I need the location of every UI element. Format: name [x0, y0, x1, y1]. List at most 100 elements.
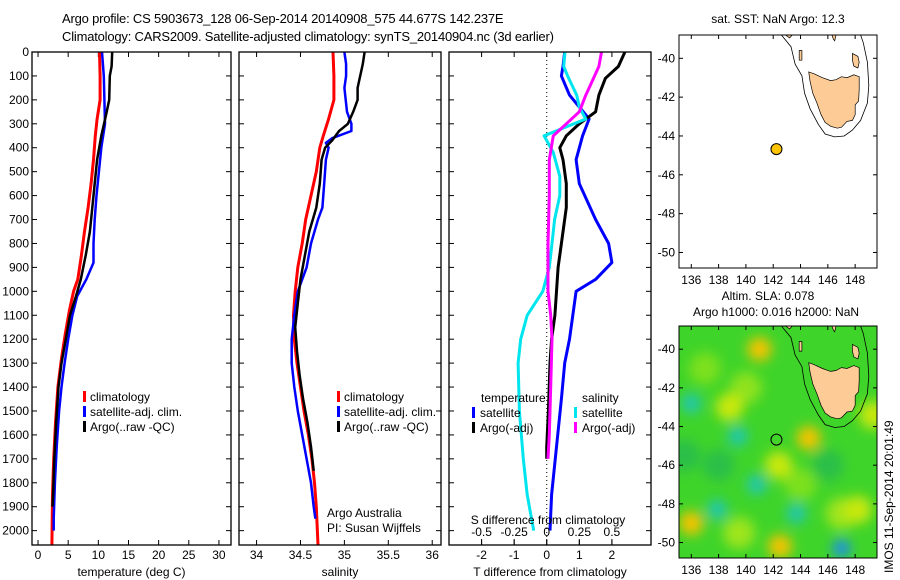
temperature-ytick-label: 1800 [2, 476, 29, 490]
temperature-series-2 [51, 52, 114, 507]
sst_map-ytick-label: -48 [658, 207, 676, 221]
salinity-series-2 [293, 52, 366, 471]
sst_map-ytick-label: -40 [658, 51, 676, 65]
temperature-ytick-label: 1500 [2, 404, 29, 418]
sla-map-anomaly-blob [786, 503, 807, 524]
difference-legend-label: satellite [480, 406, 521, 420]
temperature-ytick-label: 300 [9, 117, 29, 131]
sla_map-xtick-label: 140 [736, 563, 756, 577]
sla_map-ytick-label: -50 [658, 536, 676, 550]
sst-map-shelf-contour [770, 35, 870, 138]
temperature-ytick-label: 1600 [2, 428, 29, 442]
salinity-xlabel: salinity [322, 565, 359, 579]
imos-timestamp: IMOS 11-Sep-2014 20:01:49 [882, 420, 896, 573]
sst-map-land-mainland-fragment [784, 35, 793, 39]
difference-legend-temperature-heading: temperature [481, 391, 546, 405]
temperature-ytick-label: 700 [9, 213, 29, 227]
difference-x2tick-label: 0.25 [568, 525, 592, 539]
sst_map-ytick-label: -42 [658, 90, 676, 104]
difference-frame [448, 51, 652, 546]
temperature-ytick-label: 1300 [2, 356, 29, 370]
sst_map-xtick-label: 146 [818, 273, 838, 287]
salinity-legend-label: Argo(..raw -QC) [344, 420, 429, 434]
sst_map-ytick-label: -44 [658, 129, 676, 143]
sla-map-float-marker [770, 433, 783, 446]
temperature-xtick-label: 25 [182, 548, 196, 562]
difference-xtick-label: 1 [576, 548, 583, 562]
sst_map-frame [678, 34, 878, 269]
sla-map-anomaly-blob [727, 426, 748, 447]
salinity-legend-label: climatology [344, 390, 404, 404]
difference-xtick-label: 0 [543, 548, 550, 562]
difference-series-2 [516, 52, 588, 531]
salinity-panel: 34 34.5 35 35.5 36 salinity climatologysatelli… [238, 51, 442, 579]
salinity-series-group [290, 52, 366, 545]
difference-legend-label: Argo(-adj) [480, 421, 533, 435]
sla_map-xtick-label: 142 [763, 563, 783, 577]
difference-series-3 [546, 52, 603, 459]
temperature-ytick-label: 200 [9, 93, 29, 107]
temperature-ytick-label: 1400 [2, 380, 29, 394]
sst_map-xtick-label: 140 [736, 273, 756, 287]
sla-map-anomaly-blob [768, 534, 793, 558]
salinity-annotation: PI: Susan Wijffels [327, 521, 421, 535]
difference-x2tick-label: 0.5 [604, 525, 621, 539]
salinity-annotation: Argo Australia [327, 506, 402, 520]
sla-map-patch [702, 449, 735, 482]
sla_map-xtick-label: 144 [791, 563, 811, 577]
difference-x2tick-label: 0 [543, 525, 550, 539]
sla-map-anomaly-layer [679, 337, 877, 558]
sla-map-anomaly-blob [715, 393, 744, 422]
sla-map-anomaly-blob [843, 495, 872, 524]
figure-title-line1: Argo profile: CS 5903673_128 06-Sep-2014… [62, 11, 504, 26]
figure-title-line2: Climatology: CARS2009. Satellite-adjuste… [62, 29, 554, 44]
salinity-xtick-label: 34 [250, 548, 264, 562]
difference-legend-label: satellite [582, 406, 623, 420]
sst-map-land-flinders-island [852, 52, 860, 69]
temperature-ytick-label: 800 [9, 236, 29, 250]
sla_map-xtick-label: 148 [845, 563, 865, 577]
temperature-ytick-label: 900 [9, 260, 29, 274]
sla-map-title-line2: Argo h1000: 0.016 h2000: NaN [693, 305, 859, 319]
sla-map-anomaly-blob [858, 400, 877, 429]
sla_map-panel: 136 138 140 142 144 146 148 -40 -42 -44 -46 -48 -50 A… [658, 289, 878, 577]
sla_map-ytick-label: -42 [658, 381, 676, 395]
sla-map-land-mainland-fragment [831, 326, 837, 333]
sla-map-patch [784, 468, 817, 501]
salinity-xtick-label: 35 [338, 548, 352, 562]
sla_map-xtick-label: 138 [709, 563, 729, 577]
sla_map-ytick-label: -48 [658, 497, 676, 511]
sla-map-shelf-contour [770, 326, 870, 428]
difference-legend-label: Argo(-adj) [582, 421, 635, 435]
difference-xlabel: T difference from climatology [473, 565, 627, 579]
sla_map-ytick-label: -46 [658, 458, 676, 472]
salinity-frame [238, 51, 442, 546]
temperature-series-1 [52, 52, 107, 531]
difference-xtick-label: -1 [509, 548, 520, 562]
sla-map-anomaly-blob [707, 499, 728, 520]
sla-map-patch [729, 371, 762, 404]
sst-map-title: sat. SST: NaN Argo: 12.3 [711, 12, 845, 26]
temperature-xtick-label: 0 [35, 548, 42, 562]
sst_map-xtick-label: 144 [791, 273, 811, 287]
difference-legend-swatch [574, 422, 577, 433]
sla-map-patch [679, 439, 701, 472]
sla_map-ytick-label: -40 [658, 342, 676, 356]
temperature-ytick-label: 1000 [2, 284, 29, 298]
temperature-ytick-label: 400 [9, 141, 29, 155]
temperature-legend-label: satellite-adj. clim. [90, 405, 182, 419]
difference-x2tick-label: -0.25 [500, 525, 528, 539]
temperature-xtick-label: 5 [65, 548, 72, 562]
difference-legend-salinity-heading: salinity [582, 391, 619, 405]
temperature-ytick-label: 1200 [2, 332, 29, 346]
difference-legend-swatch [574, 407, 577, 418]
sla-map-land-mainland-fragment [784, 326, 793, 330]
temperature-legend-label: climatology [90, 390, 150, 404]
sla-map-anomaly-blob [832, 539, 851, 558]
salinity-xtick-label: 35.5 [377, 548, 401, 562]
temperature-ytick-label: 1100 [3, 308, 29, 322]
sla-map-anomaly-blob [681, 393, 702, 414]
temperature-xtick-label: 30 [212, 548, 226, 562]
difference-series-group [516, 52, 627, 531]
sla_map-content [679, 326, 877, 558]
